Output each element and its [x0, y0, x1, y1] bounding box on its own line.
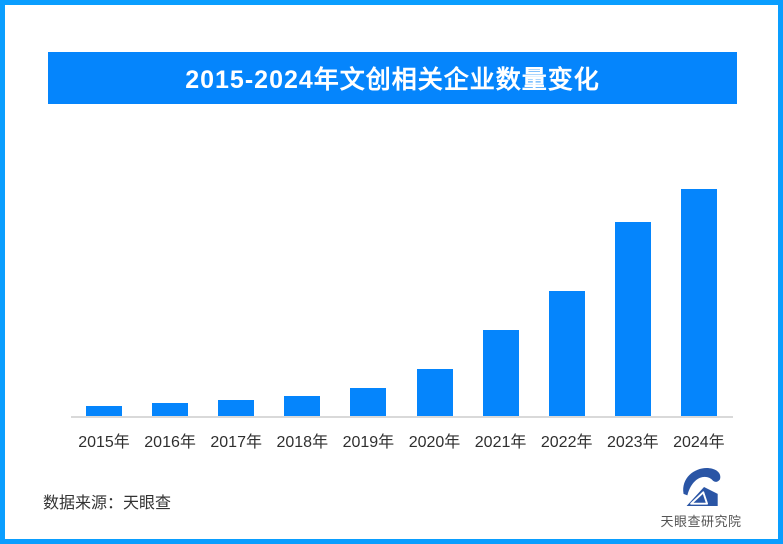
bar	[218, 400, 255, 416]
x-axis-line	[71, 416, 733, 418]
x-tick-label: 2020年	[408, 434, 461, 451]
bar	[548, 291, 585, 416]
tianyancha-logo-text: 天眼查研究院	[660, 514, 742, 529]
bar	[680, 189, 717, 416]
x-tick-label: 2017年	[210, 434, 262, 451]
x-tick-label: 2016年	[144, 434, 196, 451]
x-tick-label: 2015年	[78, 434, 130, 451]
x-tick-label: 2024年	[673, 434, 725, 451]
x-tick-label: 2019年	[342, 434, 395, 451]
bar	[416, 369, 453, 416]
x-tick-label: 2022年	[540, 434, 593, 451]
x-tick-label: 2021年	[474, 434, 527, 451]
tianyancha-logo: 天眼查研究院	[651, 465, 751, 530]
bar	[614, 222, 651, 416]
x-tick-label: 2023年	[606, 434, 659, 451]
bar	[350, 388, 387, 416]
bar	[482, 330, 519, 416]
bar	[284, 396, 321, 416]
x-tick-label: 2018年	[276, 434, 329, 451]
chart-title-banner: 2015-2024年文创相关企业数量变化	[48, 52, 737, 104]
tianyancha-logo-icon	[683, 468, 721, 506]
bar	[86, 406, 122, 416]
bar	[152, 403, 189, 416]
data-source-label: 数据来源：天眼查	[43, 495, 172, 512]
chart-title: 2015-2024年文创相关企业数量变化	[185, 66, 600, 94]
